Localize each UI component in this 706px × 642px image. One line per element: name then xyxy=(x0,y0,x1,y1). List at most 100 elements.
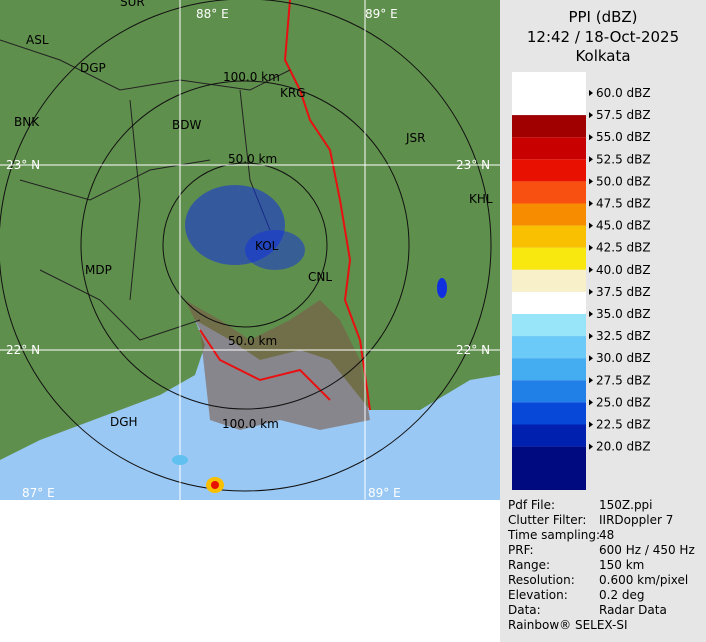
legend-label: 55.0 dBZ xyxy=(596,130,651,144)
range-label: 100.0 km xyxy=(222,417,279,431)
info-value: 150Z.ppi xyxy=(599,498,653,512)
info-key: Range: xyxy=(508,558,551,572)
legend-arrow xyxy=(589,333,593,340)
legend-arrow xyxy=(589,288,593,295)
legend-swatch xyxy=(512,93,586,116)
legend-swatch xyxy=(512,159,586,182)
info-row: Time sampling:48 xyxy=(508,528,695,543)
info-key: Pdf File: xyxy=(508,498,556,512)
legend-swatch xyxy=(512,446,586,490)
city-label: DGP xyxy=(80,61,106,75)
legend-label: 60.0 dBZ xyxy=(596,86,651,100)
legend-arrow xyxy=(589,266,593,273)
legend-arrow xyxy=(589,222,593,229)
legend-swatch xyxy=(512,314,586,337)
legend-label: 57.5 dBZ xyxy=(596,108,651,122)
legend-swatch xyxy=(512,269,586,292)
legend-arrow xyxy=(589,156,593,163)
footer: Rainbow® SELEX-SI xyxy=(508,618,628,632)
city-label: CNL xyxy=(308,270,332,284)
legend-arrow xyxy=(589,355,593,362)
legend-swatch xyxy=(512,115,586,138)
legend-swatch xyxy=(512,358,586,381)
lon-label: 89° E xyxy=(365,7,398,21)
legend-label: 20.0 dBZ xyxy=(596,440,651,454)
legend-label: 52.5 dBZ xyxy=(596,152,651,166)
info-value: IIRDoppler 7 xyxy=(599,513,674,527)
legend-label: 32.5 dBZ xyxy=(596,329,651,343)
info-value: 150 km xyxy=(599,558,645,572)
title: PPI (dBZ) xyxy=(568,8,638,26)
range-rings xyxy=(0,0,492,492)
lat-label: 22° N xyxy=(6,343,40,357)
legend-arrow xyxy=(589,399,593,406)
legend-label: 42.5 dBZ xyxy=(596,241,651,255)
legend-swatch xyxy=(512,424,586,447)
range-label: 100.0 km xyxy=(223,70,280,84)
echoes xyxy=(172,185,447,493)
legend-swatch xyxy=(512,181,586,204)
info-row: Clutter Filter: IIRDoppler 7 xyxy=(508,513,695,528)
legend-arrow xyxy=(589,178,593,185)
legend-swatch xyxy=(512,203,586,226)
city-label: KOL xyxy=(255,239,279,253)
lon-label: 88° E xyxy=(196,7,229,21)
city-label: BDW xyxy=(172,118,201,132)
info-row: Resolution: 0.600 km/pixel xyxy=(508,573,695,588)
legend-swatch xyxy=(512,291,586,314)
info-key: Time sampling: xyxy=(508,528,601,542)
info-value: 600 Hz / 450 Hz xyxy=(599,543,695,557)
legend-label: 27.5 dBZ xyxy=(596,373,651,387)
legend-swatch xyxy=(512,137,586,160)
legend-arrow xyxy=(589,200,593,207)
legend-arrow xyxy=(589,244,593,251)
info-value: 48 xyxy=(599,528,615,542)
info-table: Pdf File: 150Z.ppi Clutter Filter: IIRDoppl… xyxy=(508,498,695,633)
legend-swatch xyxy=(512,336,586,359)
info-key: Resolution: xyxy=(508,573,575,587)
city-label: BNK xyxy=(14,115,40,129)
city-label: KRG xyxy=(280,86,306,100)
info-key: Data: xyxy=(508,603,541,617)
city-label: SUR xyxy=(120,0,145,9)
legend-swatch xyxy=(512,247,586,270)
legend-top xyxy=(512,72,586,93)
lat-label: 22° N xyxy=(456,343,490,357)
legend-arrow xyxy=(589,443,593,450)
info-row: Range: 150 km xyxy=(508,558,695,573)
range-label: 50.0 km xyxy=(228,334,277,348)
legend-arrow xyxy=(589,134,593,141)
radar-map: ASL DGP BNK BDW KRG JSR KHL MDP DGH KOL … xyxy=(0,0,500,500)
legend-arrow xyxy=(589,90,593,96)
info-key: Clutter Filter: xyxy=(508,513,587,527)
legend-label: 30.0 dBZ xyxy=(596,351,651,365)
city-label: DGH xyxy=(110,415,138,429)
lat-label: 23° N xyxy=(456,158,490,172)
delta xyxy=(185,300,370,430)
lon-label: 89° E xyxy=(368,486,401,500)
graticule xyxy=(0,0,500,500)
legend-label: 50.0 dBZ xyxy=(596,174,651,188)
info-row: PRF: 600 Hz / 450 Hz xyxy=(508,543,695,558)
legend-label: 45.0 dBZ xyxy=(596,219,651,233)
station: Kolkata xyxy=(575,47,631,65)
info-row: Pdf File: 150Z.ppi xyxy=(508,498,695,513)
legend-label: 40.0 dBZ xyxy=(596,263,651,277)
info-value: Radar Data xyxy=(599,603,667,617)
side-panel: PPI (dBZ) 12:42 / 18-Oct-2025 Kolkata 60… xyxy=(500,0,706,642)
legend-label: 35.0 dBZ xyxy=(596,307,651,321)
info-value: 0.2 deg xyxy=(599,588,645,602)
legend-label: 47.5 dBZ xyxy=(596,197,651,211)
info-key: Elevation: xyxy=(508,588,568,602)
info-value: 0.600 km/pixel xyxy=(599,573,689,587)
info-row: Elevation: 0.2 deg xyxy=(508,588,695,603)
legend-arrow xyxy=(589,421,593,428)
city-label: ASL xyxy=(26,33,49,47)
city-label: MDP xyxy=(85,263,112,277)
legend-arrow xyxy=(589,377,593,384)
city-label: KHL xyxy=(469,192,493,206)
legend-arrow xyxy=(589,311,593,317)
info-key: PRF: xyxy=(508,543,534,557)
lat-label: 23° N xyxy=(6,158,40,172)
